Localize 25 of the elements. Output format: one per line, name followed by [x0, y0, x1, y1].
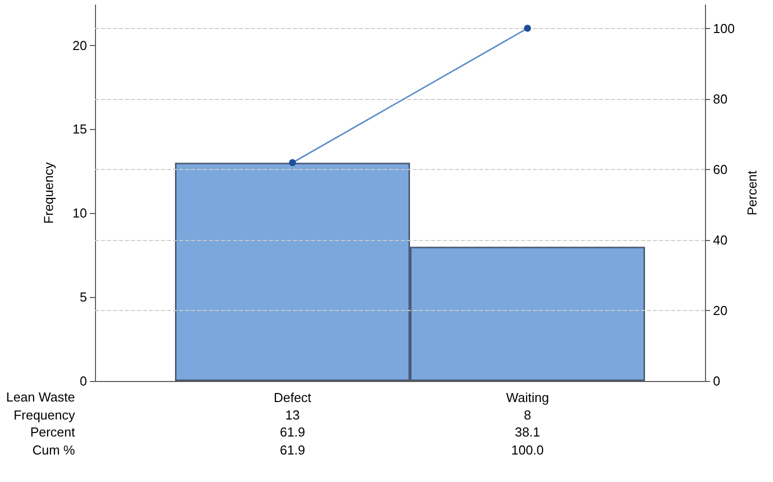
text: Frequency [14, 408, 76, 422]
data-label: 8 [524, 408, 532, 422]
y-axis-title: Frequency [41, 162, 56, 224]
data-label: 13 [285, 408, 300, 422]
y2-tick-label: 0 [713, 374, 720, 388]
text: 61.9 [280, 424, 306, 440]
x-tick-label: Waiting [506, 390, 549, 405]
y-tick-label: 10 [72, 206, 87, 221]
y2-tick-label: 40 [713, 232, 728, 248]
y2-axis-title: Percent [744, 170, 760, 216]
y2-tick-label: 60 [713, 162, 728, 177]
y2-tick-label: 100 [713, 20, 735, 36]
data-label: 61.9 [280, 442, 306, 458]
x-axis-title: Lean Waste [6, 390, 75, 404]
text: Percent [30, 424, 76, 440]
data-label: 100.0 [511, 442, 544, 458]
text: 38.1 [514, 424, 540, 440]
y-tick-label: 0 [80, 374, 87, 388]
y2-tick-label: 20 [713, 302, 728, 318]
y2-tick-label: 80 [713, 91, 728, 106]
y-tick-label: 20 [72, 38, 87, 53]
y-tick-label: 15 [72, 122, 87, 137]
x-tick-label: Defect [274, 390, 312, 405]
y-tick-label: 5 [80, 290, 87, 305]
text: Cum % [32, 442, 76, 458]
